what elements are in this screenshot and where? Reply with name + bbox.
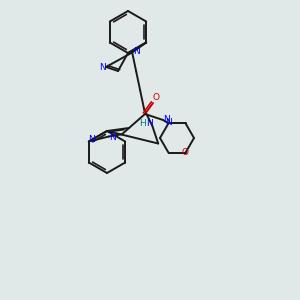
Text: N: N [110, 133, 116, 142]
Text: N: N [133, 47, 140, 56]
Text: N: N [99, 62, 105, 71]
Text: N: N [164, 116, 170, 124]
Text: N: N [165, 118, 172, 127]
Text: O: O [152, 94, 160, 103]
Text: O: O [182, 148, 189, 157]
Text: N: N [88, 135, 95, 144]
Text: N: N [146, 119, 153, 128]
Text: H: H [139, 119, 146, 128]
